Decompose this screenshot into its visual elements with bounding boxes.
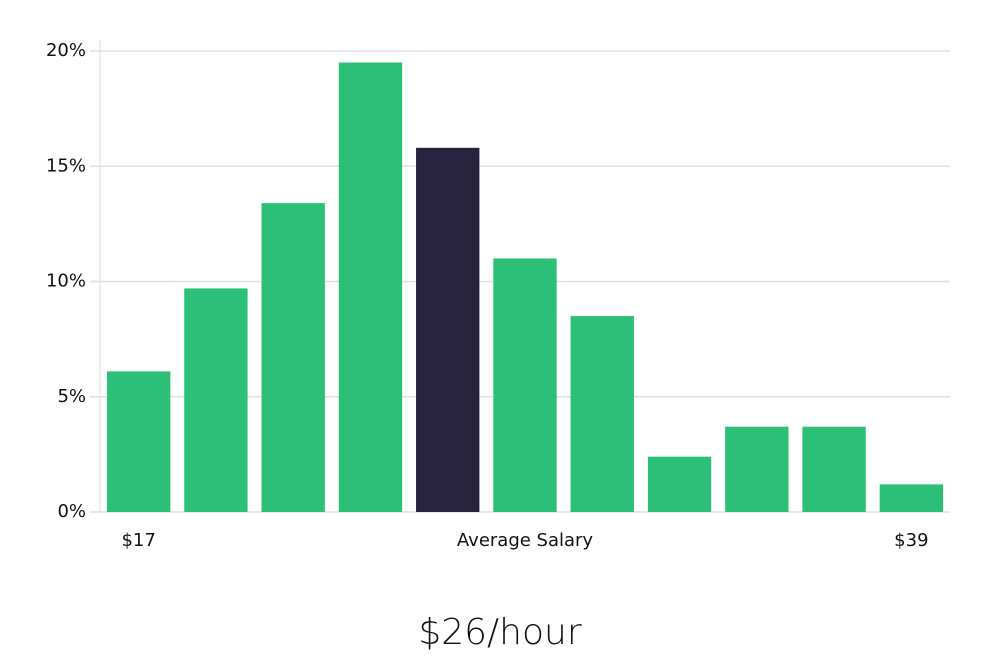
bar — [338, 62, 403, 513]
y-tick-label: 15% — [46, 155, 86, 176]
bar — [725, 426, 789, 512]
bar — [106, 371, 171, 512]
y-tick-label: 20% — [46, 40, 86, 61]
bar — [647, 456, 712, 512]
bar — [493, 258, 557, 512]
y-tick-label: 5% — [57, 386, 86, 407]
bar — [802, 426, 866, 512]
bar — [184, 288, 248, 512]
y-tick-label: 0% — [57, 501, 86, 522]
y-tick-label: 10% — [46, 271, 86, 292]
bar — [570, 316, 634, 512]
x-tick-label: $17 — [121, 530, 155, 551]
x-tick-label: $39 — [894, 530, 928, 551]
bar — [879, 484, 944, 512]
bar — [261, 203, 325, 512]
x-tick-label: Average Salary — [457, 530, 594, 551]
chart-subtitle: $26/hour — [418, 612, 582, 653]
bar — [416, 147, 480, 512]
